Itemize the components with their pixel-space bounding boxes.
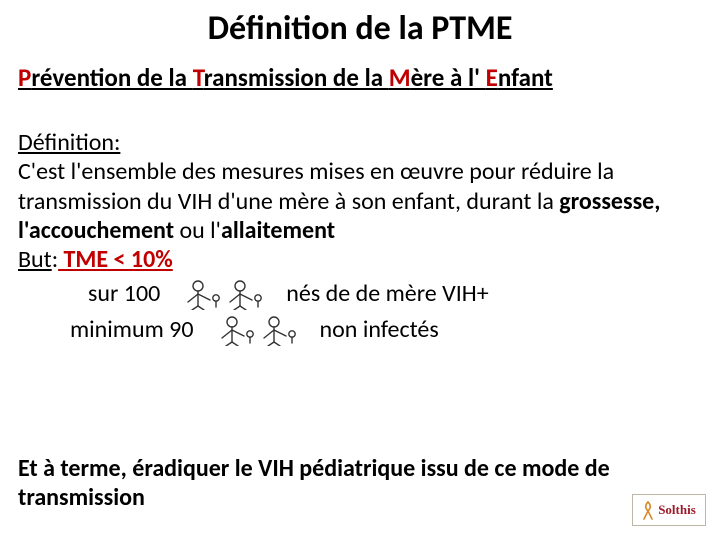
solthis-logo: Solthis <box>632 494 706 526</box>
but-value: TME < 10% <box>58 245 173 274</box>
row2-trail: non infectés <box>320 315 439 344</box>
ribbon-icon <box>642 500 654 520</box>
definition-text-pre: C'est l'ensemble des mesures mises en œu… <box>18 157 614 215</box>
subtitle-t3: ère à l' <box>411 62 486 93</box>
slide-subtitle: Prévention de la Transmission de la Mère… <box>18 62 702 93</box>
subtitle-hl-m: M <box>389 62 411 93</box>
mother-baby-icon <box>168 276 278 310</box>
logo-brand: Solthis <box>658 502 696 518</box>
row-90: minimum 90 <box>18 312 702 346</box>
subtitle-t4: nfant <box>498 62 553 93</box>
row-100: sur 100 <box>18 276 702 310</box>
but-label: But <box>18 245 52 274</box>
subtitle-t2: ransmission de la <box>204 62 389 93</box>
definition-label: Définition: <box>18 128 120 157</box>
slide: Définition de la PTME Prévention de la T… <box>0 0 720 540</box>
row1-lead: sur 100 <box>88 279 160 308</box>
subtitle-t1: révention de la <box>31 62 192 93</box>
closing-text: Et à terme, éradiquer le VIH pédiatrique… <box>18 454 702 513</box>
row2-lead: minimum 90 <box>70 315 194 344</box>
row1-trail: nés de de mère VIH+ <box>286 279 488 308</box>
slide-title: Définition de la PTME <box>0 8 720 49</box>
definition-strong2: allaitement <box>221 216 335 245</box>
definition-mid: ou l' <box>174 216 221 245</box>
mother-baby-icon <box>202 312 312 346</box>
body-text: Définition: C'est l'ensemble des mesures… <box>18 128 702 346</box>
subtitle-hl-e: E <box>486 62 498 93</box>
closing-span: Et à terme, éradiquer le VIH pédiatrique… <box>18 454 610 512</box>
subtitle-hl-t: T <box>193 62 204 93</box>
subtitle-hl-p: P <box>18 62 31 93</box>
